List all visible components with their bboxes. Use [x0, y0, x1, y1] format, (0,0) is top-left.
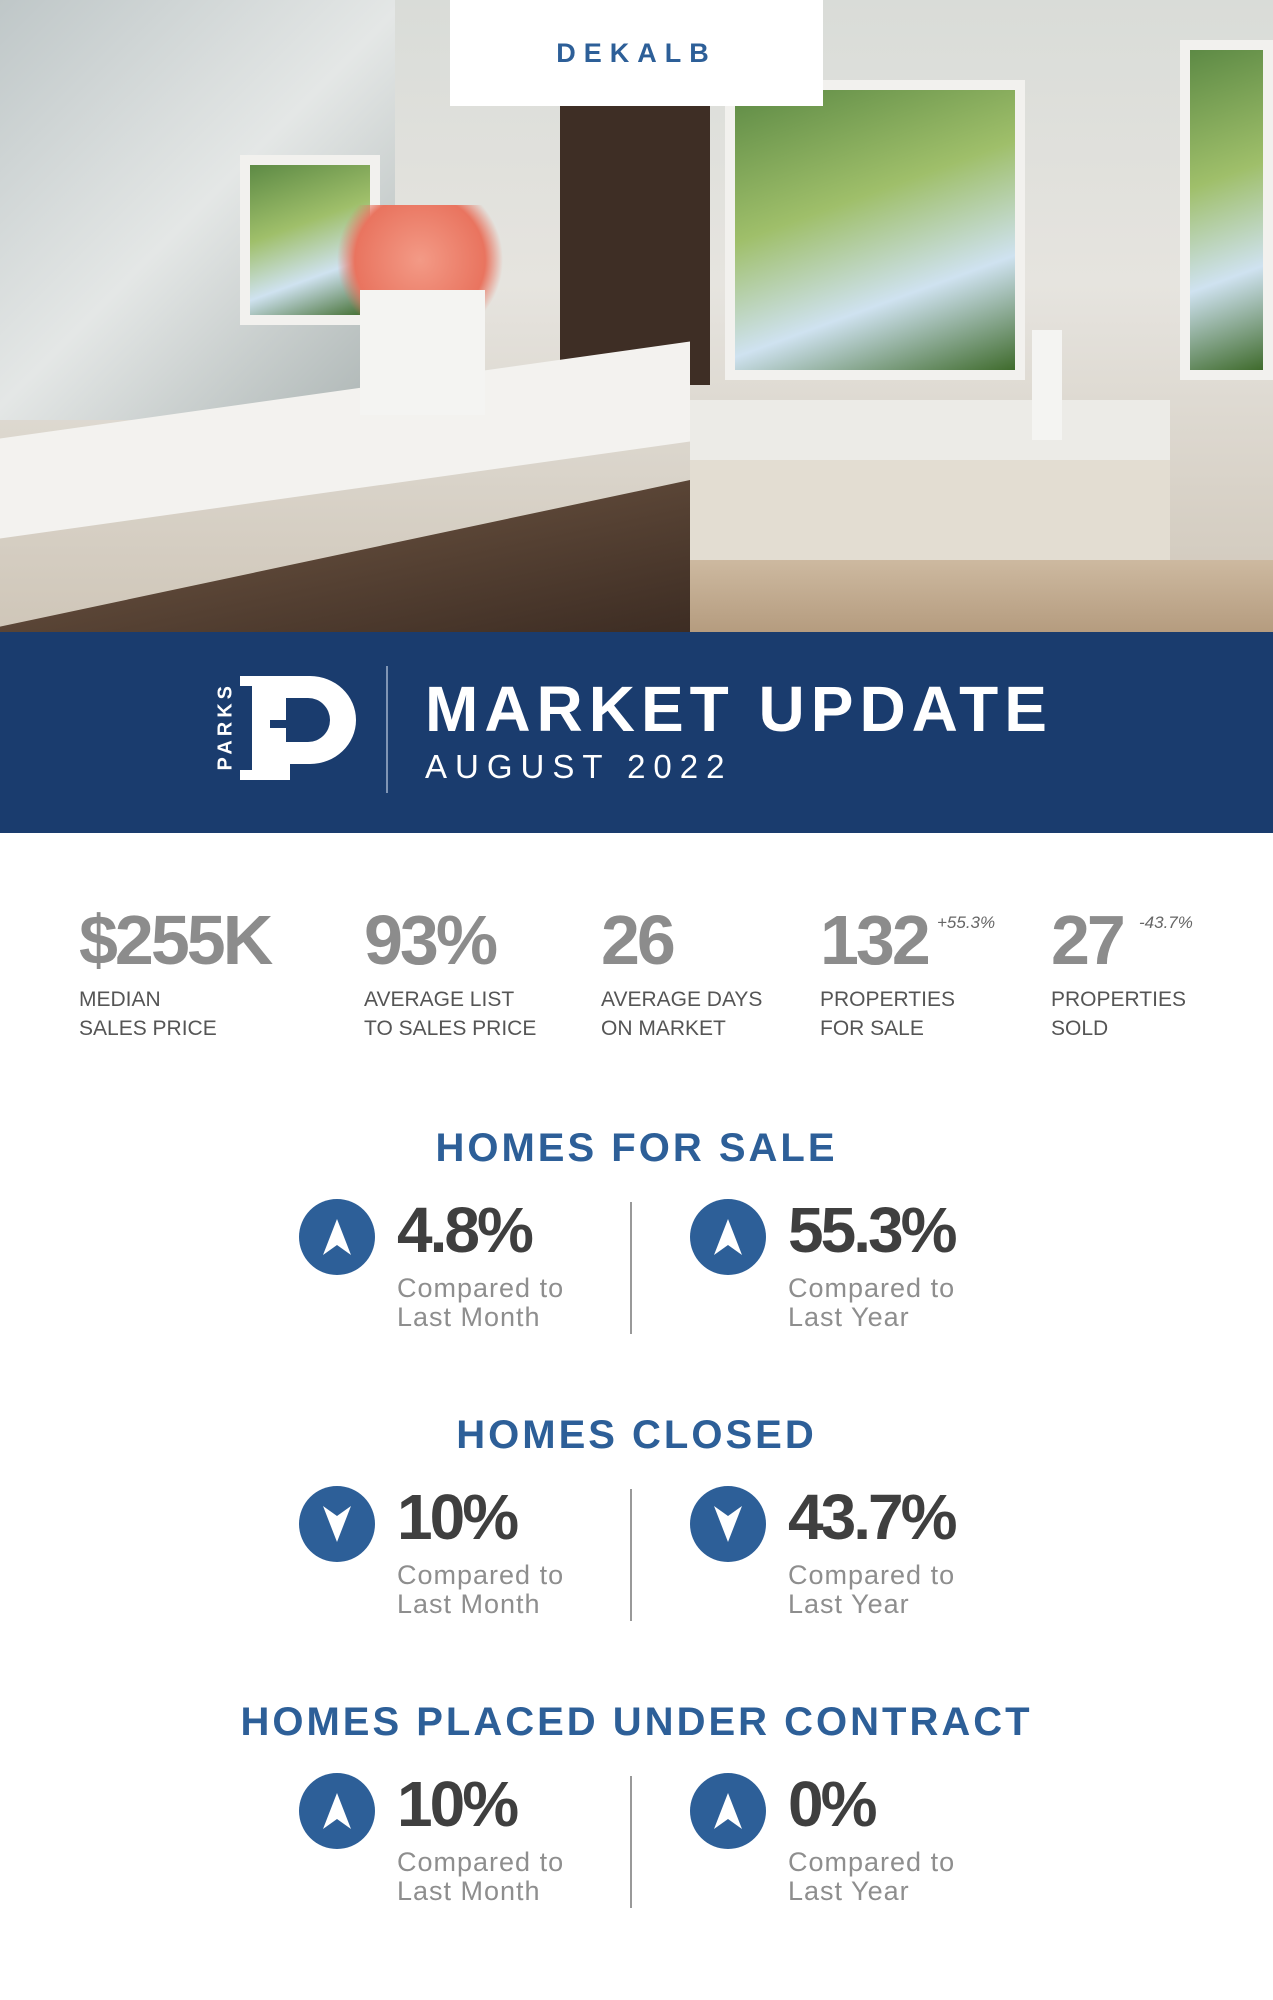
- logo-parks-text: PARKS: [214, 681, 237, 771]
- comparison-line: Compared to: [788, 1560, 956, 1590]
- title-banner: [0, 632, 1273, 833]
- stat-value: 27: [1051, 901, 1126, 979]
- change-value: 10%: [397, 1481, 519, 1553]
- section-divider: [630, 1489, 632, 1621]
- comparison-line: Compared to: [788, 1273, 956, 1303]
- arrow-down-icon: [690, 1486, 766, 1562]
- location-tab: DEKALB: [450, 0, 823, 106]
- arrow-up-icon: [299, 1773, 375, 1849]
- comparison-line: Compared to: [397, 1273, 565, 1303]
- comparison-line: Last Month: [397, 1302, 541, 1332]
- comparison-line: Compared to: [397, 1560, 565, 1590]
- comparison-line: Compared to: [788, 1847, 956, 1877]
- comparison-line: Last Year: [788, 1302, 910, 1332]
- section-divider: [630, 1776, 632, 1908]
- section-heading: HOMES CLOSED: [456, 1413, 817, 1457]
- change-value: 0%: [788, 1768, 877, 1840]
- comparison-label: Compared to Last Month: [397, 1848, 564, 1906]
- stat-label-line: SALES PRICE: [79, 1017, 217, 1040]
- arrow-down-icon: [299, 1486, 375, 1562]
- comparison-label: Compared to Last Year: [788, 1274, 955, 1332]
- change-value: 43.7%: [788, 1481, 957, 1553]
- stat-value: 93%: [364, 901, 498, 979]
- stat-label-line: FOR SALE: [820, 1017, 924, 1040]
- comparison-line: Compared to: [397, 1847, 565, 1877]
- section-heading: HOMES PLACED UNDER CONTRACT: [240, 1700, 1033, 1744]
- comparison-line: Last Month: [397, 1589, 541, 1619]
- comparison-label: Compared to Last Month: [397, 1274, 564, 1332]
- stat-label: PROPERTIES SOLD: [1051, 985, 1186, 1043]
- stat-label: AVERAGE DAYS ON MARKET: [601, 985, 762, 1043]
- comparison-label: Compared to Last Year: [788, 1561, 955, 1619]
- arrow-up-icon: [690, 1773, 766, 1849]
- arrow-up-icon: [299, 1199, 375, 1275]
- stat-value: 26: [601, 901, 676, 979]
- parks-p-logo: [240, 676, 356, 780]
- arrow-up-icon: [690, 1199, 766, 1275]
- comparison-label: Compared to Last Month: [397, 1561, 564, 1619]
- stat-label-line: MEDIAN: [79, 988, 161, 1011]
- stat-label-line: AVERAGE DAYS: [601, 988, 763, 1011]
- change-value: 55.3%: [788, 1194, 957, 1266]
- stat-label-line: TO SALES PRICE: [364, 1017, 537, 1040]
- stat-label-line: ON MARKET: [601, 1017, 726, 1040]
- stat-label-line: PROPERTIES: [1051, 988, 1186, 1011]
- stat-value: 132: [820, 901, 931, 979]
- stat-change: +55.3%: [937, 913, 996, 932]
- stat-label: AVERAGE LIST TO SALES PRICE: [364, 985, 536, 1043]
- stat-label-line: PROPERTIES: [820, 988, 955, 1011]
- stat-value: $255K: [79, 901, 273, 979]
- comparison-line: Last Year: [788, 1589, 910, 1619]
- stat-label-line: SOLD: [1051, 1017, 1109, 1040]
- change-value: 10%: [397, 1768, 519, 1840]
- comparison-line: Last Year: [788, 1876, 910, 1906]
- stat-label: MEDIAN SALES PRICE: [79, 985, 217, 1043]
- section-heading: HOMES FOR SALE: [435, 1126, 838, 1170]
- stat-label: PROPERTIES FOR SALE: [820, 985, 955, 1043]
- comparison-label: Compared to Last Year: [788, 1848, 955, 1906]
- banner-divider: [386, 666, 388, 793]
- comparison-line: Last Month: [397, 1876, 541, 1906]
- section-divider: [630, 1202, 632, 1334]
- page-subtitle: AUGUST 2022: [425, 748, 733, 785]
- stat-label-line: AVERAGE LIST: [364, 988, 515, 1011]
- change-value: 4.8%: [397, 1194, 534, 1266]
- page-title: MARKET UPDATE: [425, 673, 1053, 745]
- stat-change: -43.7%: [1139, 913, 1193, 932]
